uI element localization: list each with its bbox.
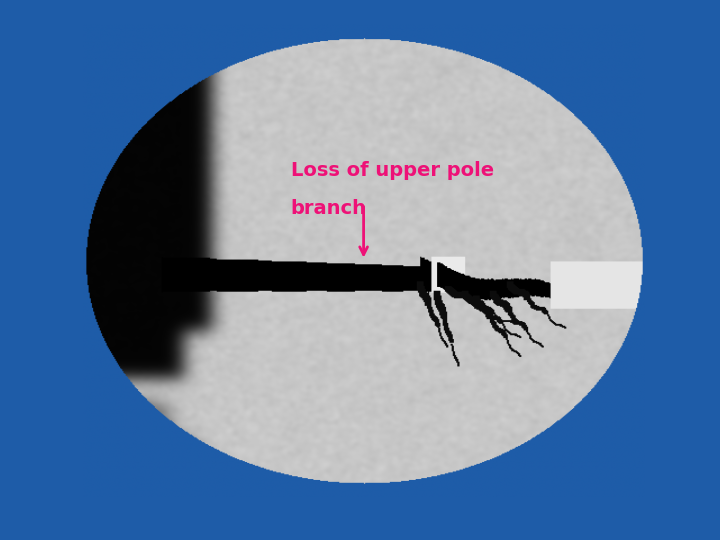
Text: Renal stent case: JR: Renal stent case: JR	[207, 24, 469, 50]
Text: branch: branch	[291, 199, 366, 218]
Text: Loss of upper pole: Loss of upper pole	[291, 161, 494, 180]
